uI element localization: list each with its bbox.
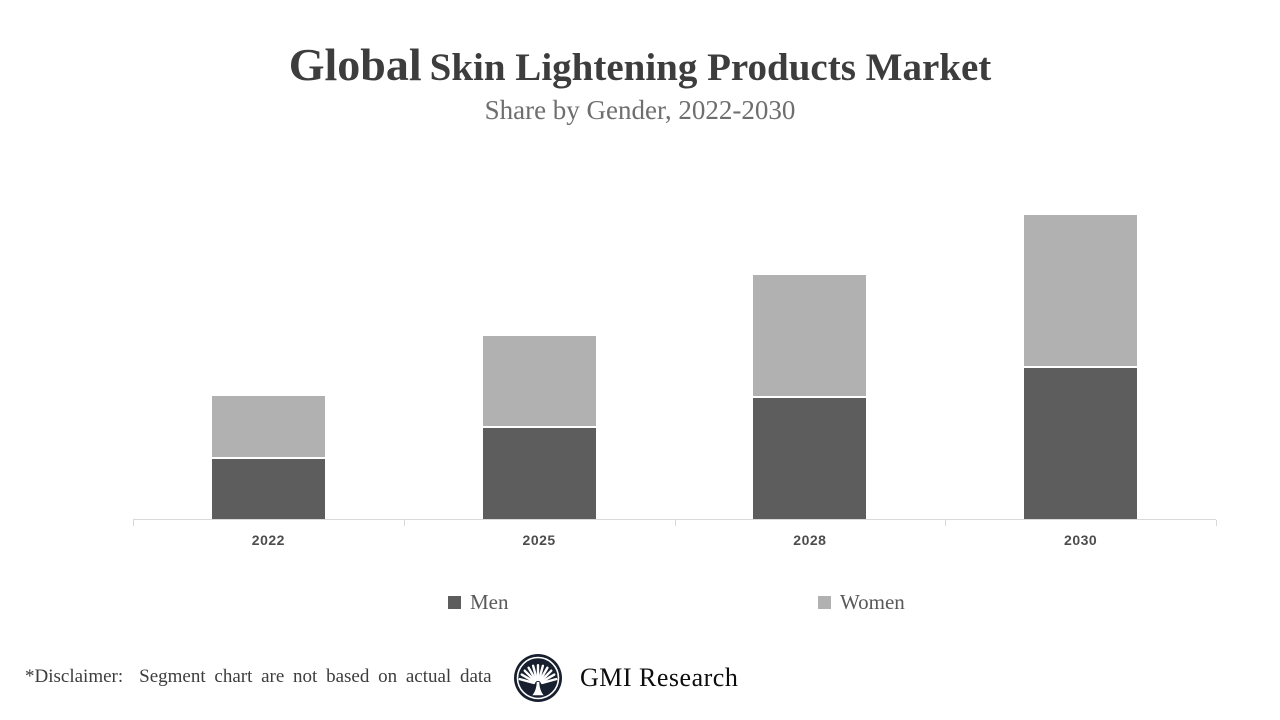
bar-2022-women-segment (211, 396, 325, 457)
x-axis-tick (133, 520, 134, 526)
x-axis-line (133, 519, 1216, 520)
women-series-swatch-icon (818, 596, 831, 609)
x-axis-label-2030: 2030 (1064, 532, 1098, 548)
chart-subtitle: Share by Gender, 2022-2030 (484, 94, 796, 125)
x-axis-label-2025: 2025 (522, 532, 556, 548)
bar-2028-women-segment (753, 275, 867, 397)
legend-item-men: Men (448, 590, 509, 615)
stacked-bar-plot-area: 2022 2025 2028 2030 (133, 215, 1217, 548)
legend-item-women: Women (818, 590, 905, 615)
legend-label-women: Women (840, 590, 905, 614)
x-axis-label-2022: 2022 (251, 532, 285, 548)
men-series-swatch-icon (448, 596, 461, 609)
x-axis-label-2028: 2028 (793, 532, 827, 548)
bar-2028-men-segment (753, 398, 867, 519)
bar-2025-women-segment (482, 335, 596, 427)
chart-title: Global Skin Lightening Products Market (0, 39, 1280, 90)
brand-name: GMI Research (580, 663, 739, 692)
chart-header: Global Skin Lightening Products Market S… (0, 39, 1280, 126)
bar-2030-men-segment (1024, 368, 1138, 519)
x-axis-tick (403, 520, 405, 526)
x-axis-tick (945, 520, 947, 526)
bar-2030-women-segment (1024, 215, 1138, 366)
disclaimer-text: Segment chart are not based on actual da… (139, 666, 492, 687)
bar-2022-men-segment (211, 458, 325, 519)
chart-title-emphasis: Global (288, 39, 422, 90)
bar-2025-men-segment (482, 428, 596, 519)
disclaimer: *Disclaimer: Segment chart are not based … (25, 666, 492, 688)
legend-label-men: Men (470, 590, 509, 614)
chart-title-rest: Skin Lightening Products Market (429, 46, 992, 89)
gmi-fan-tree-logo-icon (514, 654, 562, 702)
x-axis-tick (674, 520, 676, 526)
brand-lockup: GMI Research (513, 653, 738, 703)
disclaimer-label: *Disclaimer: (25, 666, 124, 687)
x-axis-tick (1216, 520, 1217, 526)
